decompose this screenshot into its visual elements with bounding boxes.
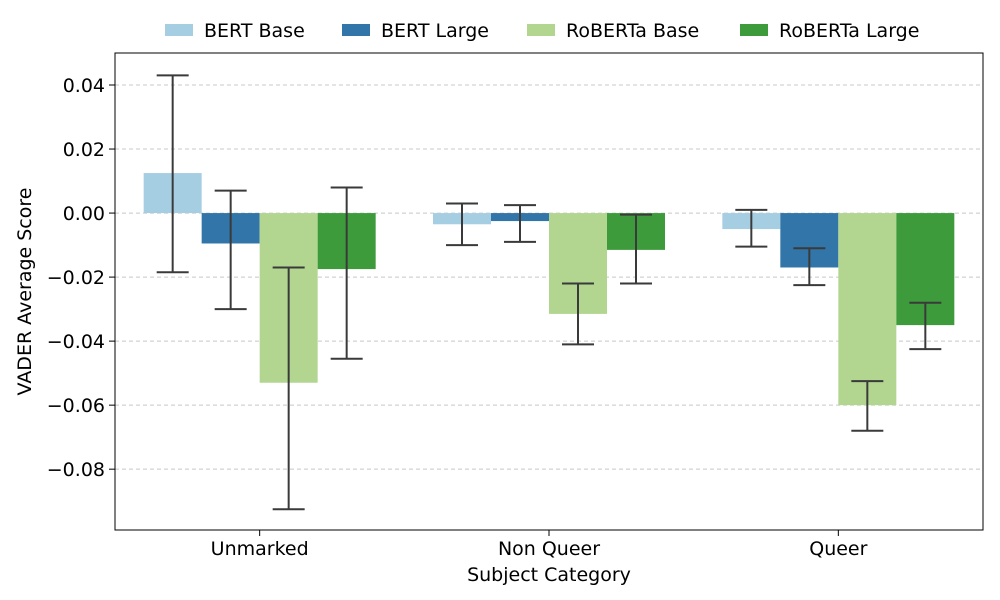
y-tick-label: −0.04 — [47, 331, 105, 353]
x-tick-label: Queer — [809, 538, 867, 560]
y-tick-label: −0.02 — [47, 267, 105, 289]
legend: BERT Base BERT Large RoBERTa Base RoBERTa L… — [165, 20, 919, 42]
legend-label: BERT Base — [204, 20, 305, 42]
y-tick-label: 0.00 — [63, 203, 105, 225]
x-tick-label: Non Queer — [498, 538, 600, 560]
legend-label: BERT Large — [381, 20, 489, 42]
bar — [838, 213, 897, 406]
y-axis-label: VADER Average Score — [14, 188, 36, 396]
y-tick-label: −0.06 — [47, 395, 105, 417]
y-tick-label: 0.04 — [63, 75, 105, 97]
legend-swatch — [165, 24, 193, 36]
x-axis-ticks: Unmarked Non Queer Queer — [211, 530, 868, 560]
bars — [143, 173, 955, 406]
legend-swatch — [527, 24, 555, 36]
error-bars — [156, 74, 942, 511]
y-tick-label: −0.08 — [47, 459, 105, 481]
x-tick-label: Unmarked — [211, 538, 309, 560]
legend-swatch — [740, 24, 768, 36]
y-axis-ticks: 0.04 0.02 0.00 −0.02 −0.04 −0.06 −0.08 — [47, 75, 115, 481]
x-axis-label: Subject Category — [467, 564, 631, 586]
y-tick-label: 0.02 — [63, 139, 105, 161]
legend-label: RoBERTa Base — [566, 20, 699, 42]
legend-swatch — [342, 24, 370, 36]
legend-label: RoBERTa Large — [779, 20, 919, 42]
